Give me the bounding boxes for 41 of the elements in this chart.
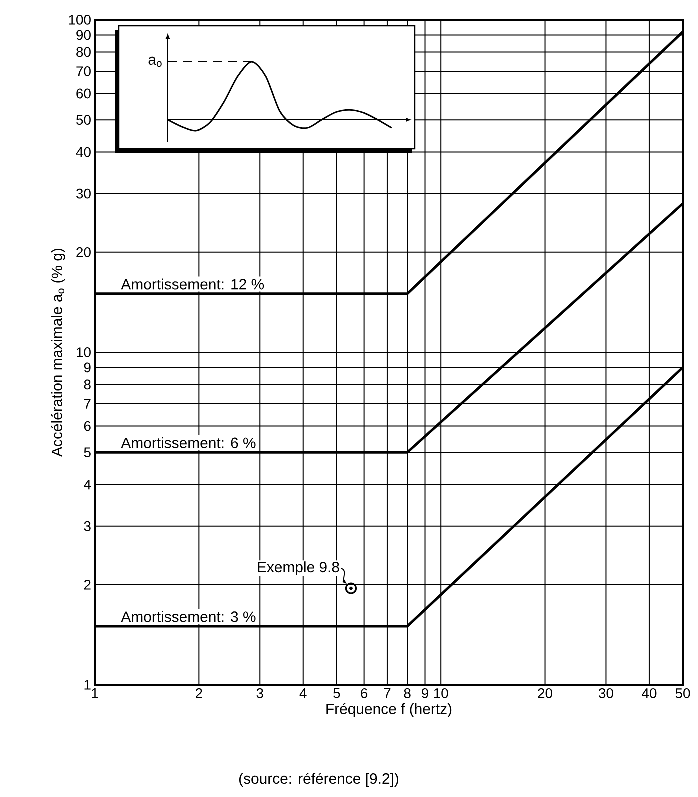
series-label: Amortissement: 3 % bbox=[121, 611, 256, 622]
x-tick-label: 30 bbox=[599, 688, 614, 698]
x-tick-label: 7 bbox=[384, 688, 391, 698]
x-tick-label: 1 bbox=[92, 688, 98, 698]
y-tick-label: 30 bbox=[76, 188, 91, 199]
y-axis-title: Accélération maximale a$_{o}$ (% g) bbox=[51, 248, 66, 457]
series-label: Amortissement: 6 % bbox=[121, 437, 256, 448]
x-tick-label: 6 bbox=[361, 688, 368, 698]
x-tick-label: 20 bbox=[538, 688, 552, 698]
annotation: Exemple 9.8 bbox=[258, 562, 340, 576]
x-tick-label: 10 bbox=[434, 688, 448, 698]
x-tick-label: 40 bbox=[642, 688, 657, 698]
x-tick-label: 3 bbox=[256, 688, 264, 698]
x-tick-label: 2 bbox=[196, 688, 202, 698]
y-tick-label: 60 bbox=[76, 88, 91, 99]
series-label: Amortissement: 12 % bbox=[121, 278, 264, 290]
y-tick-label: 80 bbox=[76, 47, 91, 58]
text: (source: référence [9.2]) bbox=[239, 772, 398, 788]
y-tick-label: 8 bbox=[84, 380, 91, 390]
x-tick-label: 8 bbox=[404, 688, 411, 698]
y-tick-label: 4 bbox=[84, 480, 92, 490]
y-tick-label: 5 bbox=[84, 448, 91, 458]
y-tick-label: 2 bbox=[84, 580, 91, 590]
y-tick-label: 6 bbox=[84, 421, 91, 432]
y-tick-label: 7 bbox=[84, 399, 91, 409]
y-tick-label: 10 bbox=[77, 348, 91, 358]
x-tick-label: 50 bbox=[676, 688, 690, 698]
x-tick-label: 5 bbox=[334, 688, 340, 698]
y-tick-label: 50 bbox=[76, 115, 91, 126]
y-tick-label: 9 bbox=[84, 362, 91, 373]
ref-line-label: a$_{o}$ bbox=[148, 56, 162, 68]
y-tick-label: 1 bbox=[84, 680, 91, 690]
x-tick-label: 4 bbox=[300, 688, 307, 698]
y-tick-label: 90 bbox=[76, 30, 91, 40]
y-tick-label: 3 bbox=[84, 521, 91, 532]
x-tick-label: 9 bbox=[422, 688, 428, 698]
y-tick-label: 70 bbox=[76, 66, 91, 76]
y-tick-label: 40 bbox=[76, 147, 91, 158]
x-axis-title: Fréquence f (hertz) bbox=[326, 703, 452, 718]
y-tick-label: 20 bbox=[76, 247, 91, 258]
y-tick-label: 100 bbox=[69, 15, 91, 25]
